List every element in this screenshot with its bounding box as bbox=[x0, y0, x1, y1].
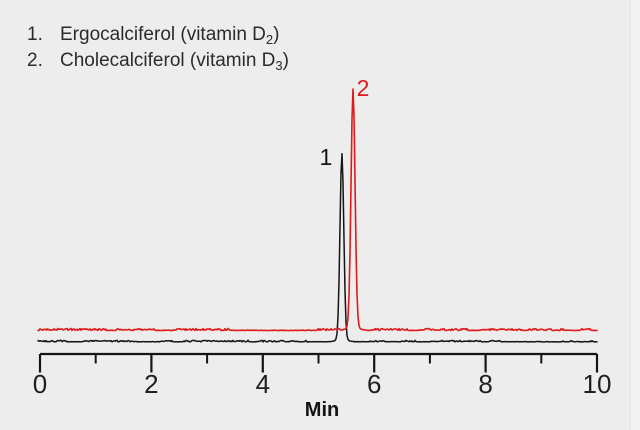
trace-peak-1 bbox=[37, 152, 598, 343]
peak-legend: 1. Ergocalciferol (vitamin D2) 2. Cholec… bbox=[27, 22, 289, 74]
x-axis-title: Min bbox=[305, 399, 339, 421]
x-axis-tick-label: 10 bbox=[583, 369, 612, 399]
x-axis-tick-label: 6 bbox=[367, 369, 381, 399]
peak-number-label-2: 2 bbox=[357, 75, 370, 101]
trace-peak-2 bbox=[37, 88, 598, 332]
legend-label: Cholecalciferol (vitamin D3) bbox=[60, 48, 289, 74]
legend-number: 2. bbox=[27, 50, 43, 71]
x-axis-tick-label: 2 bbox=[144, 369, 158, 399]
legend-text: Cholecalciferol (vitamin D bbox=[60, 50, 276, 71]
legend-text: Ergocalciferol (vitamin D bbox=[60, 24, 266, 45]
x-axis-tick-label: 8 bbox=[478, 369, 492, 399]
legend-number: 1. bbox=[27, 24, 43, 45]
page-edge-strip bbox=[630, 0, 640, 430]
legend-close-paren: ) bbox=[282, 50, 289, 71]
peak-number-label-1: 1 bbox=[319, 144, 332, 170]
legend-subscript: 2 bbox=[265, 32, 274, 47]
legend-subscript: 3 bbox=[275, 58, 283, 73]
x-axis-tick-label: 0 bbox=[33, 369, 47, 399]
legend-label: Ergocalciferol (vitamin D2) bbox=[60, 22, 279, 48]
legend-item-ergocalciferol: 1. Ergocalciferol (vitamin D2) bbox=[27, 22, 289, 48]
legend-close-paren: ) bbox=[273, 24, 280, 45]
x-axis-tick-label: 4 bbox=[256, 369, 270, 399]
legend-item-cholecalciferol: 2. Cholecalciferol (vitamin D3) bbox=[27, 48, 289, 74]
